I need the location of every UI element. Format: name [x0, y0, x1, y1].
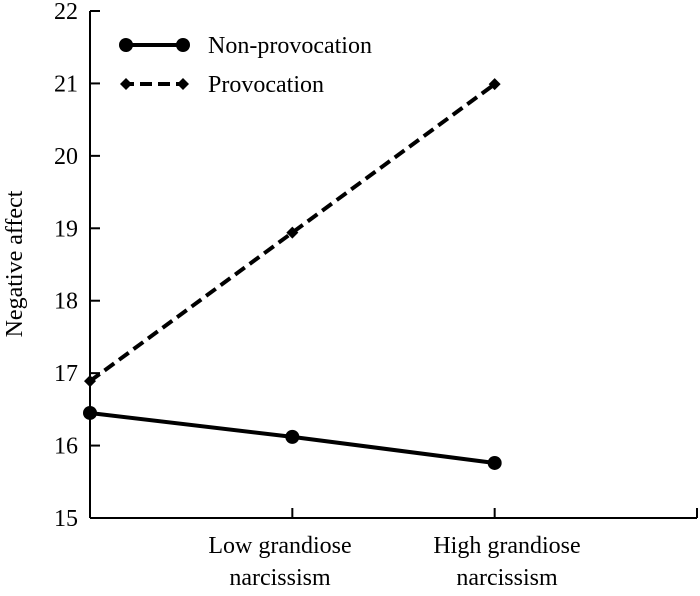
- data-point: [83, 405, 97, 420]
- x-axis-labels: Low grandiose narcissism High grandiose nar…: [208, 533, 580, 591]
- x-category-label: Low grandiose: [208, 533, 351, 559]
- data-point: [285, 429, 300, 444]
- y-tick-label: 22: [54, 0, 78, 25]
- series-line: [88, 82, 496, 383]
- legend-label: Provocation: [208, 72, 324, 98]
- series-group: [83, 78, 502, 470]
- y-axis-label: Negative affect: [2, 190, 28, 337]
- legend-marker: [120, 78, 132, 90]
- data-point: [84, 375, 96, 388]
- legend-marker: [119, 38, 133, 52]
- y-tick-label: 16: [54, 434, 78, 460]
- axes: [89, 11, 698, 519]
- legend-item: Provocation: [120, 72, 324, 98]
- legend-label: Non-provocation: [208, 33, 372, 59]
- legend: Non-provocation Provocation: [119, 33, 372, 98]
- y-tick-label: 19: [54, 216, 78, 242]
- legend-marker: [176, 38, 190, 52]
- data-point: [487, 455, 502, 470]
- y-tick-label: 21: [54, 71, 78, 97]
- x-category-label: narcissism: [229, 565, 331, 591]
- x-category-label: narcissism: [456, 565, 558, 591]
- data-point: [286, 226, 299, 239]
- legend-item: Non-provocation: [119, 33, 372, 59]
- legend-marker: [177, 78, 189, 90]
- x-category-label: High grandiose: [433, 533, 580, 559]
- y-tick-label: 20: [54, 144, 78, 170]
- series-provocation: [84, 78, 501, 388]
- y-tick-label: 18: [54, 289, 78, 315]
- y-axis-ticks: 15 16 17 18 19 20 21 22: [54, 0, 100, 532]
- y-tick-label: 17: [54, 361, 78, 387]
- data-point: [488, 78, 501, 91]
- series-non-provocation: [83, 405, 502, 470]
- y-tick-label: 15: [54, 506, 78, 532]
